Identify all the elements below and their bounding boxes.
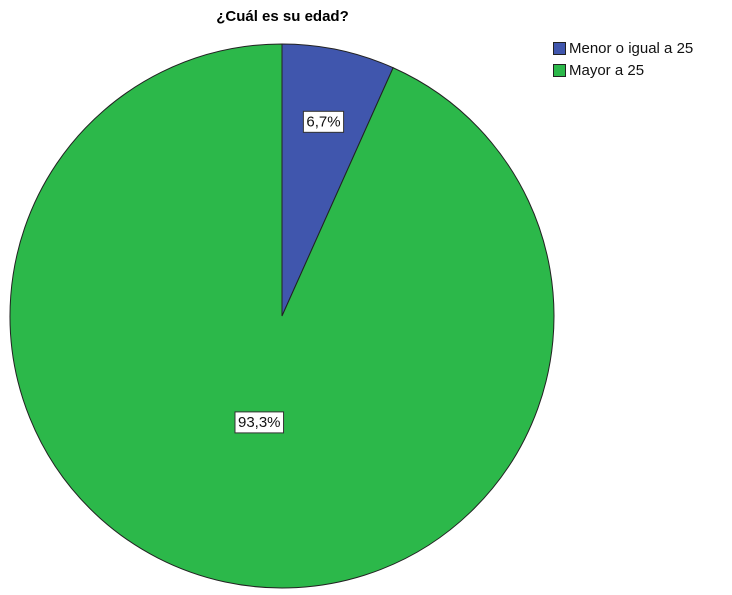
legend: Menor o igual a 25 Mayor a 25 — [553, 37, 693, 81]
legend-item: Mayor a 25 — [553, 59, 693, 81]
pie-data-labels: 6,7% 93,3% — [234, 110, 345, 434]
legend-label: Mayor a 25 — [569, 61, 645, 79]
data-label-box — [234, 411, 285, 434]
data-label: 6,7% — [302, 110, 345, 133]
legend-item: Menor o igual a 25 — [553, 37, 693, 59]
pie-slice — [9, 43, 555, 589]
legend-swatch-icon — [553, 41, 566, 55]
chart-title: ¿Cuál es su edad? — [216, 8, 349, 25]
legend-label: Menor o igual a 25 — [569, 39, 694, 57]
data-label: 93,3% — [234, 411, 285, 434]
data-label-box — [302, 110, 345, 133]
data-label-text: 93,3% — [238, 414, 281, 431]
legend-swatch-icon — [553, 63, 566, 77]
data-label-text: 6,7% — [306, 113, 340, 130]
pie-slices — [9, 43, 555, 589]
